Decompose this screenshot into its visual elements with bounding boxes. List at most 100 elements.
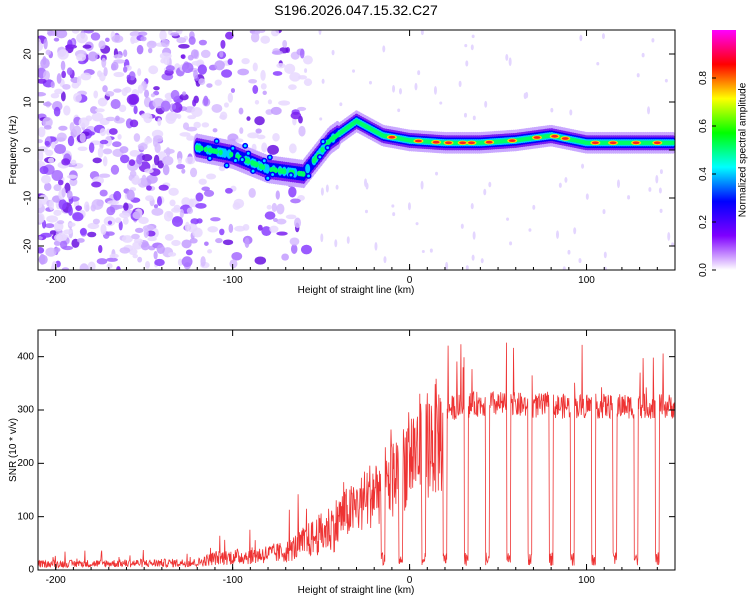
noise-blob xyxy=(38,38,41,46)
noise-blob xyxy=(248,188,256,198)
noise-blob xyxy=(470,44,474,51)
noise-blob xyxy=(260,69,266,81)
noise-blob xyxy=(76,75,82,87)
noise-blob xyxy=(68,222,76,227)
ridge-spot xyxy=(264,175,271,182)
noise-blob xyxy=(289,143,297,154)
noise-blob xyxy=(190,49,199,59)
snr-y-tick-label: 200 xyxy=(17,458,34,469)
ridge-blob xyxy=(218,149,223,156)
noise-blob xyxy=(488,181,492,188)
noise-blob xyxy=(407,202,411,211)
noise-blob xyxy=(40,58,50,69)
noise-blob xyxy=(198,39,207,46)
noise-blob xyxy=(648,187,652,192)
noise-blob xyxy=(505,54,509,61)
noise-blob xyxy=(38,146,48,153)
snr-y-tick-label: 300 xyxy=(17,405,34,416)
noise-blob xyxy=(272,71,283,76)
noise-blob xyxy=(271,50,283,55)
noise-blob xyxy=(297,106,307,111)
noise-blob xyxy=(508,57,512,67)
noise-blob xyxy=(189,238,198,244)
noise-blob xyxy=(573,227,577,235)
noise-blob xyxy=(191,60,204,66)
spectrogram-y-tick-label: -20 xyxy=(23,238,34,253)
noise-blob xyxy=(144,89,150,98)
noise-blob xyxy=(44,140,50,146)
noise-blob xyxy=(272,132,280,142)
ridge-blob xyxy=(222,148,228,159)
ridge-spot xyxy=(206,155,213,162)
noise-blob xyxy=(255,128,262,134)
snr-plot-area xyxy=(38,330,675,570)
noise-blob xyxy=(578,258,582,264)
noise-blob xyxy=(61,267,70,270)
noise-blob xyxy=(331,49,335,56)
noise-blob xyxy=(254,30,261,35)
noise-blob xyxy=(212,128,218,133)
noise-blob xyxy=(61,187,66,198)
noise-blob xyxy=(320,233,324,243)
noise-blob xyxy=(105,90,115,97)
noise-blob xyxy=(616,179,620,189)
noise-blob xyxy=(458,80,462,88)
noise-blob xyxy=(276,218,287,225)
noise-blob xyxy=(256,134,266,140)
ridge-spot xyxy=(288,172,294,178)
noise-blob xyxy=(79,263,89,270)
noise-blob xyxy=(464,43,468,48)
noise-blob xyxy=(106,263,113,269)
noise-blob xyxy=(195,192,204,202)
hot-core-center xyxy=(485,140,493,144)
noise-blob xyxy=(352,69,356,73)
noise-blob xyxy=(374,241,378,251)
noise-blob xyxy=(281,253,289,261)
noise-blob xyxy=(636,73,640,78)
noise-blob xyxy=(184,221,190,232)
noise-blob xyxy=(63,105,71,116)
noise-blob xyxy=(562,266,566,270)
noise-blob xyxy=(193,69,199,79)
noise-blob xyxy=(252,62,258,72)
noise-blob xyxy=(116,266,121,270)
noise-blob xyxy=(254,256,267,265)
noise-blob xyxy=(106,206,116,216)
noise-blob xyxy=(579,34,583,42)
noise-blob xyxy=(472,115,476,121)
noise-blob xyxy=(61,158,71,166)
noise-blob xyxy=(153,204,159,209)
snr-x-tick-label: 100 xyxy=(578,575,595,586)
noise-blob xyxy=(421,250,425,254)
noise-blob xyxy=(70,159,77,166)
spectrogram-x-tick-label: -100 xyxy=(223,275,243,286)
noise-blob xyxy=(506,217,510,221)
noise-blob xyxy=(275,190,280,200)
noise-blob xyxy=(417,70,421,76)
noise-blob xyxy=(191,107,203,118)
noise-blob xyxy=(196,218,203,224)
hot-core-center xyxy=(653,141,661,145)
noise-blob xyxy=(156,196,163,207)
noise-blob xyxy=(420,30,424,36)
noise-blob xyxy=(601,33,605,40)
noise-blob xyxy=(211,103,223,113)
noise-blob xyxy=(123,49,128,58)
ridge-blob xyxy=(282,168,287,175)
ridge-spot xyxy=(261,157,268,164)
noise-blob xyxy=(227,92,233,103)
noise-blob xyxy=(160,100,171,112)
noise-blob xyxy=(198,78,206,85)
noise-blob xyxy=(647,106,651,115)
noise-blob xyxy=(129,119,139,128)
noise-blob xyxy=(667,231,671,241)
noise-blob xyxy=(147,236,157,242)
noise-blob xyxy=(121,87,128,97)
noise-blob xyxy=(239,127,244,134)
noise-blob xyxy=(60,91,66,102)
noise-blob xyxy=(227,58,233,66)
noise-blob xyxy=(300,244,312,255)
noise-blob xyxy=(188,198,194,208)
noise-blob xyxy=(177,157,182,165)
